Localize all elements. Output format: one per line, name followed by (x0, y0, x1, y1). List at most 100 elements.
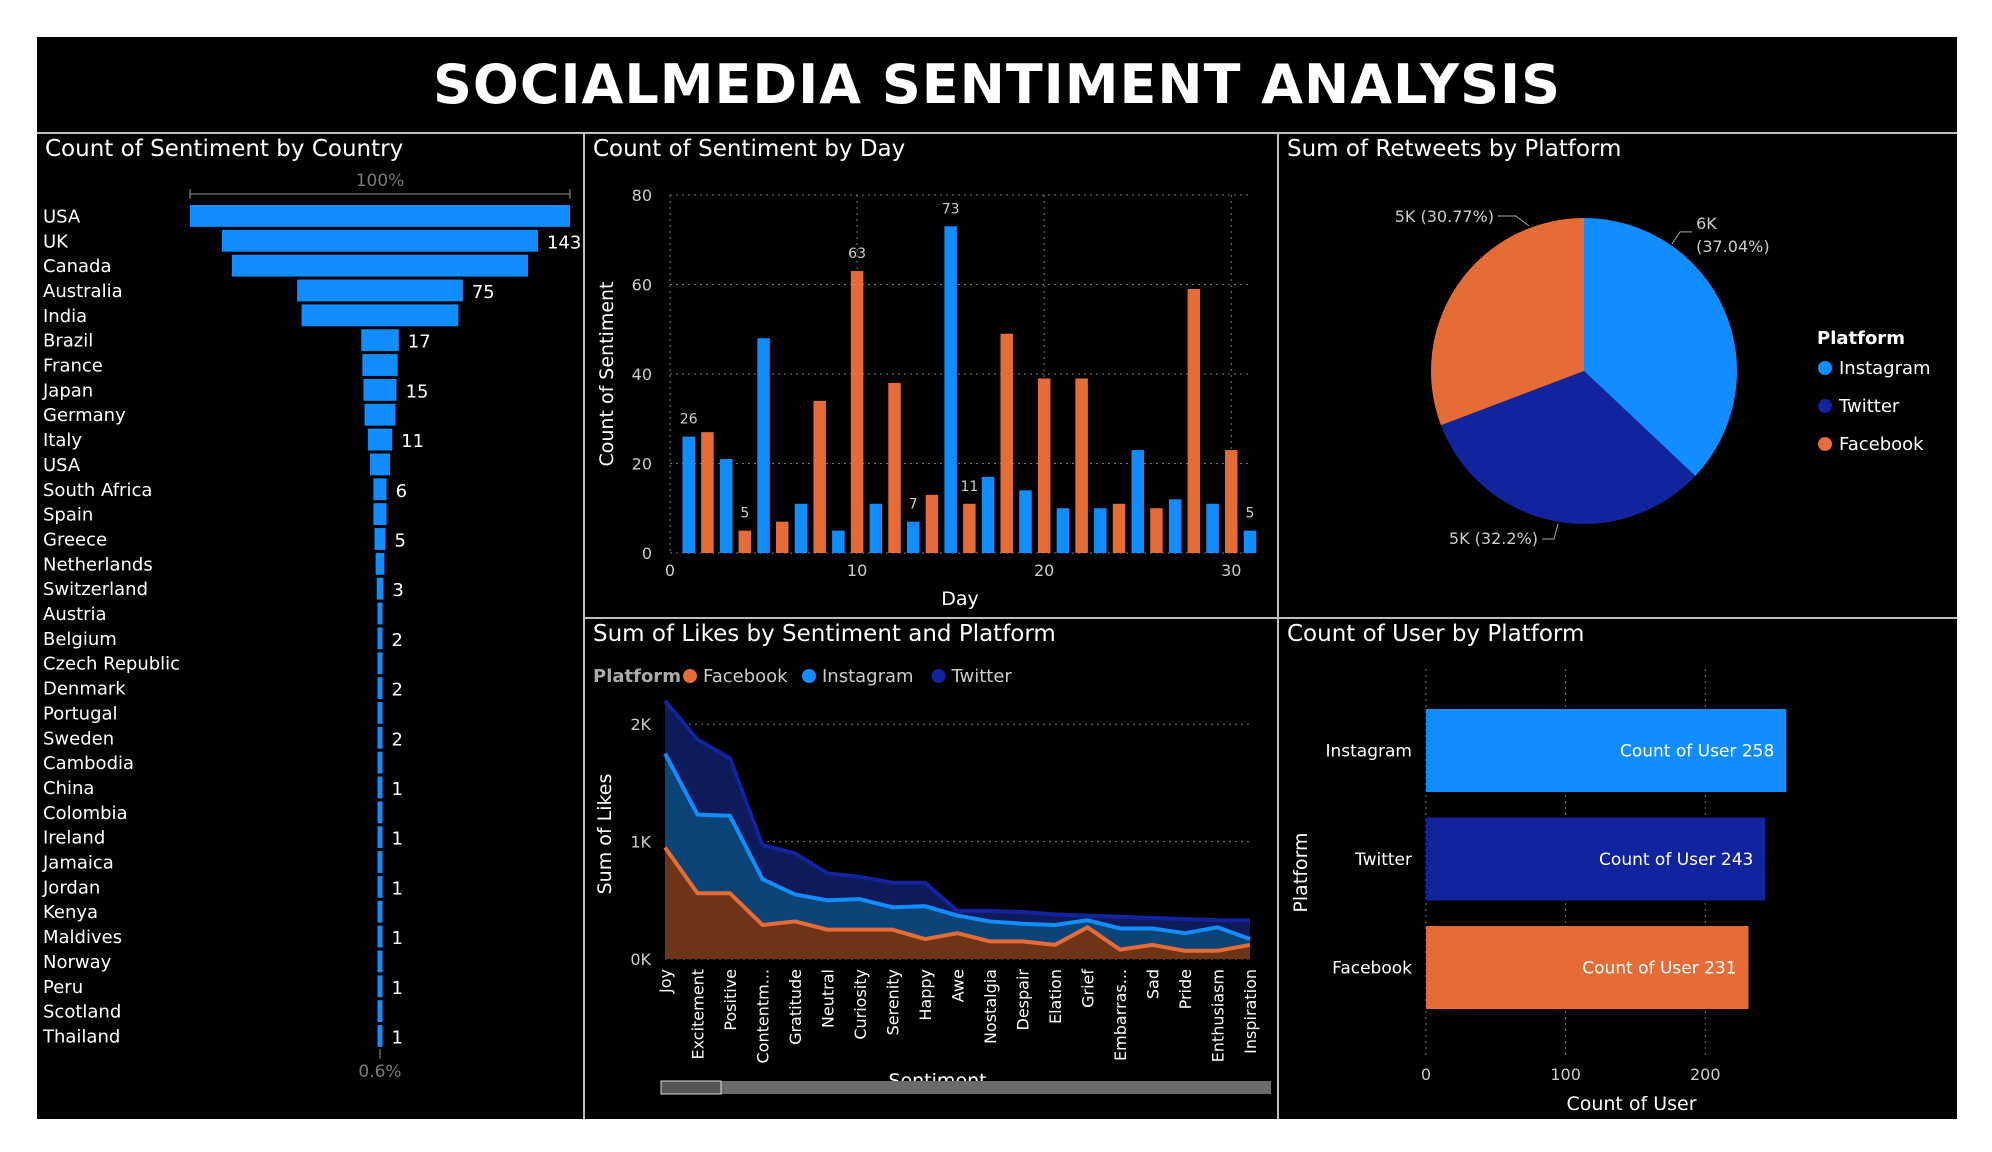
country-bar (377, 776, 383, 799)
country-label: France (43, 356, 103, 377)
country-label: Kenya (43, 902, 98, 923)
country-label: Switzerland (43, 579, 148, 600)
scrollbar-track[interactable] (661, 1081, 1271, 1094)
x-tick-label: Gratitude (786, 969, 805, 1045)
country-label: Spain (43, 505, 93, 526)
country-label: Germany (43, 405, 126, 426)
country-bar (377, 602, 383, 625)
country-label: Ireland (43, 828, 105, 849)
day-data-label: 26 (680, 412, 698, 428)
area-line (663, 752, 1251, 941)
day-bar (1112, 503, 1126, 553)
panel-likes-by-sentiment: Sum of Likes by Sentiment and Platform P… (585, 619, 1277, 1119)
x-tick-label: Enthusiasm (1209, 969, 1228, 1062)
x-tick-label: Curiosity (851, 969, 870, 1040)
day-bar (1187, 288, 1201, 553)
day-data-label: 73 (942, 201, 960, 217)
country-label: Norway (43, 952, 112, 973)
country-label: Denmark (43, 679, 126, 700)
country-bar (374, 528, 386, 550)
country-label: Czech Republic (43, 654, 180, 675)
y-tick-label: 0 (642, 544, 652, 563)
chart-retweets: 6K (37.04%) 5K (32.2%) 5K (30.77%) Platform I… (1395, 207, 1931, 548)
day-bar (906, 521, 920, 553)
country-bar (375, 552, 385, 575)
country-label: Austria (43, 604, 107, 625)
x-tick-label: Joy (656, 969, 675, 994)
chart-day: 0 20 40 60 80 0 10 20 30 26 5 63 7 73 11 5 Day Count of S… (596, 186, 1257, 610)
country-bar (377, 751, 383, 774)
day-bar (850, 271, 864, 553)
user-data-label: Count of User 243 (1599, 850, 1753, 870)
country-label: India (43, 306, 87, 327)
legend-label: Facebook (703, 666, 788, 687)
country-data-label: 1 (392, 978, 403, 999)
country-bar (377, 851, 383, 873)
country-bar (373, 503, 387, 526)
day-bar (925, 494, 939, 553)
chart-title-users: Count of User by Platform (1287, 621, 1585, 647)
day-bar (981, 476, 995, 553)
country-label: Jamaica (42, 853, 114, 874)
country-label: Maldives (43, 927, 122, 948)
country-data-label: 2 (392, 680, 403, 701)
country-label: UK (43, 231, 69, 252)
platform-label: Twitter (1354, 850, 1412, 870)
country-bar (377, 677, 383, 699)
country-data-label: 1 (392, 1027, 403, 1048)
y-tick-label: 60 (632, 276, 652, 295)
x-tick-label: 20 (1034, 561, 1054, 580)
country-bar (370, 453, 390, 476)
country-data-label: 11 (401, 431, 424, 452)
country-data-label: 5 (395, 530, 406, 551)
chart-users: 0 100 200 Instagram Count of User 258 Twitter… (1290, 669, 1787, 1115)
x-tick-label: 100 (1550, 1065, 1581, 1084)
funnel-bottom-label: 0.6% (358, 1062, 401, 1082)
country-data-label: 1 (392, 928, 403, 949)
dashboard-title: SOCIALMEDIA SENTIMENT ANALYSIS (433, 53, 1561, 116)
x-tick-label: Pride (1176, 969, 1195, 1009)
pie-slice (1431, 218, 1584, 426)
legend-title: Platform (593, 666, 681, 687)
user-data-label: Count of User 231 (1582, 959, 1736, 979)
day-bar (813, 400, 826, 553)
country-data-label: 1 (392, 829, 403, 850)
x-tick-label: Positive (721, 969, 740, 1031)
y-tick-label: 0K (630, 950, 651, 969)
day-bar (757, 338, 770, 553)
legend-label: Twitter (1838, 396, 1900, 417)
country-bar (377, 627, 383, 650)
chart-title-country: Count of Sentiment by Country (45, 136, 404, 162)
day-bar (682, 436, 695, 553)
country-bar (377, 875, 383, 898)
funnel-top-label: 100% (356, 171, 405, 191)
country-label: Peru (43, 977, 83, 998)
day-bar (719, 459, 733, 553)
day-bar (794, 503, 808, 553)
country-label: Portugal (43, 703, 118, 724)
day-data-label: 11 (960, 479, 978, 495)
day-bar (1131, 450, 1144, 553)
pie-label-twitter: 5K (32.2%) (1449, 529, 1538, 548)
x-tick-label: 200 (1690, 1065, 1721, 1084)
country-bar (377, 950, 383, 973)
country-label: Belgium (43, 629, 117, 650)
day-bar (832, 530, 845, 553)
country-bar (361, 329, 399, 352)
country-bar (376, 577, 384, 600)
country-label: Scotland (43, 1002, 121, 1023)
country-label: Thailand (42, 1026, 120, 1047)
dashboard: SOCIALMEDIA SENTIMENT ANALYSIS Count of … (37, 37, 1957, 1119)
country-data-label: 143 (547, 232, 581, 253)
panel-sentiment-by-country: Count of Sentiment by Country 100% USA UK 1… (37, 134, 583, 1119)
country-bar (377, 925, 383, 948)
country-data-label: 75 (472, 282, 495, 303)
x-tick-label: Serenity (884, 969, 903, 1035)
x-axis-title: Day (941, 588, 979, 610)
country-bar (231, 254, 529, 277)
country-bar (367, 428, 393, 451)
scrollbar-thumb[interactable] (660, 1080, 722, 1095)
country-data-label: 1 (392, 779, 403, 800)
country-label: USA (43, 206, 81, 227)
x-tick-label: Excitement (689, 969, 708, 1060)
